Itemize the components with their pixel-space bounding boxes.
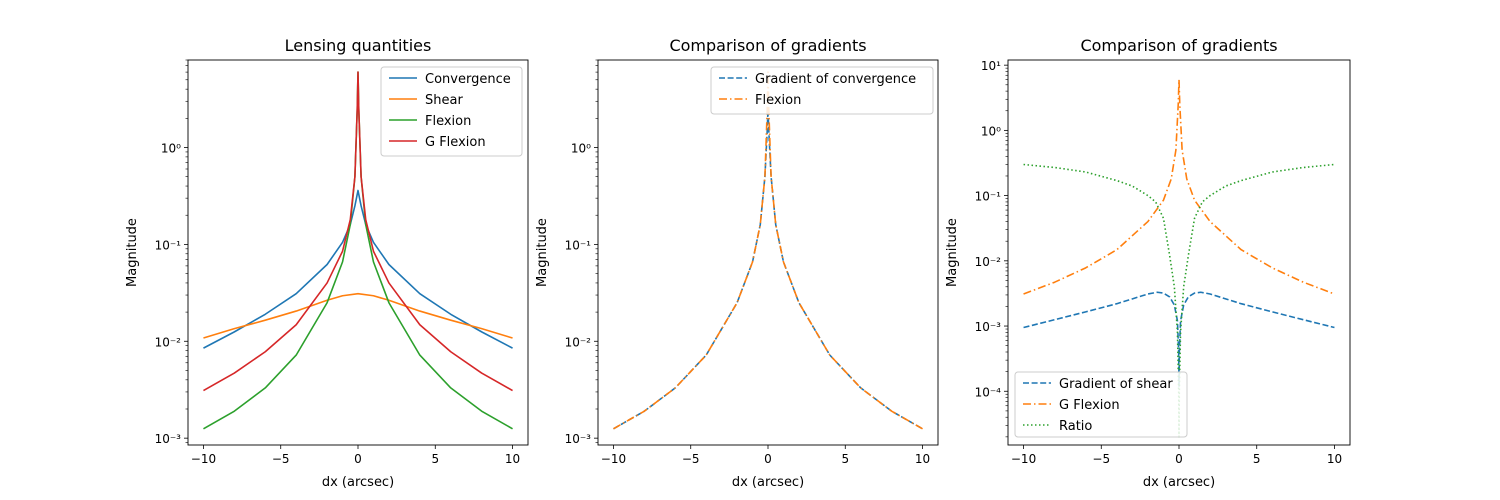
x-tick-label: −10 [191, 452, 216, 466]
x-tick-label: 5 [1253, 452, 1261, 466]
y-tick-label: 10⁰ [981, 124, 1001, 138]
x-tick-label: 10 [915, 452, 930, 466]
legend-entry: Flexion [755, 93, 801, 108]
y-axis-label: Magnitude [945, 218, 960, 287]
series-line-2 [613, 71, 923, 430]
legend-entry: Gradient of convergence [755, 72, 916, 87]
y-axis-label: Magnitude [125, 218, 140, 287]
x-axis-label: dx (arcsec) [1143, 475, 1215, 490]
y-tick-label: 10⁻³ [155, 432, 182, 446]
chart-panel-3: −10 −5 0 5 10 10⁻⁴ 10⁻³ 10⁻² 10⁻¹ 10⁰ 10¹ Compariso… [945, 36, 1351, 490]
x-tick-label: −5 [682, 452, 700, 466]
y-tick-label: 10⁻¹ [155, 238, 182, 252]
series-line-2 [203, 292, 513, 339]
series-line-1 [613, 108, 923, 430]
legend-entry: Ratio [1059, 419, 1092, 434]
x-tick-label: 0 [764, 452, 772, 466]
y-tick-label: 10⁻¹ [975, 190, 1002, 204]
x-tick-label: 10 [505, 452, 520, 466]
x-tick-label: 5 [841, 452, 849, 466]
legend: Gradient of shear G Flexion Ratio [1014, 371, 1188, 438]
chart-panel-2: −10 −5 0 5 10 10⁻³ 10⁻² 10⁻¹ 10⁰ Comparison of gr… [535, 36, 939, 490]
x-tick-label: 10 [1327, 452, 1342, 466]
legend-entry: Convergence [425, 72, 511, 87]
x-tick-label: 0 [354, 452, 362, 466]
legend-box [380, 66, 523, 157]
axes-frame [597, 59, 939, 446]
x-tick-label: −5 [1092, 452, 1110, 466]
legend-entry: Gradient of shear [1059, 377, 1173, 392]
y-tick-label: 10⁻³ [975, 320, 1002, 334]
series-line-4 [203, 71, 513, 392]
x-tick-label: 5 [431, 452, 439, 466]
legend-entry: Flexion [425, 114, 471, 129]
y-tick-label: 10¹ [981, 59, 1001, 73]
plot-area [613, 71, 923, 430]
y-tick-label: 10⁰ [161, 141, 181, 155]
x-tick-label: −10 [601, 452, 626, 466]
x-tick-label: −5 [272, 452, 290, 466]
chart-title: Comparison of gradients [1080, 36, 1277, 55]
legend: Convergence Shear Flexion G Flexion [380, 66, 523, 157]
y-tick-label: 10⁻¹ [565, 238, 592, 252]
legend-entry: G Flexion [425, 135, 486, 150]
x-axis-label: dx (arcsec) [322, 475, 394, 490]
y-tick-label: 10⁻² [155, 335, 182, 349]
series-line-2 [1023, 78, 1335, 295]
y-tick-label: 10⁰ [571, 141, 591, 155]
y-tick-label: 10⁻² [565, 335, 592, 349]
y-tick-label: 10⁻² [975, 255, 1002, 269]
legend-entry: G Flexion [1059, 398, 1120, 413]
y-tick-label: 10⁻⁴ [975, 385, 1002, 399]
y-tick-label: 10⁻³ [565, 432, 592, 446]
legend-box [1014, 371, 1188, 438]
legend-box [710, 66, 934, 115]
legend: Gradient of convergence Flexion [710, 66, 934, 115]
chart-title: Comparison of gradients [669, 36, 866, 55]
x-tick-label: 0 [1175, 452, 1183, 466]
y-axis-label: Magnitude [535, 218, 550, 287]
legend-entry: Shear [425, 93, 463, 108]
x-tick-label: −10 [1011, 452, 1036, 466]
plot-area [203, 71, 513, 430]
series-line-1 [203, 189, 513, 349]
chart-title: Lensing quantities [285, 36, 432, 55]
x-axis-label: dx (arcsec) [732, 475, 804, 490]
chart-panel-1: −10 −5 0 5 10 10⁻³ 10⁻² 10⁻¹ 10⁰ Lensing quantiti… [125, 36, 529, 490]
